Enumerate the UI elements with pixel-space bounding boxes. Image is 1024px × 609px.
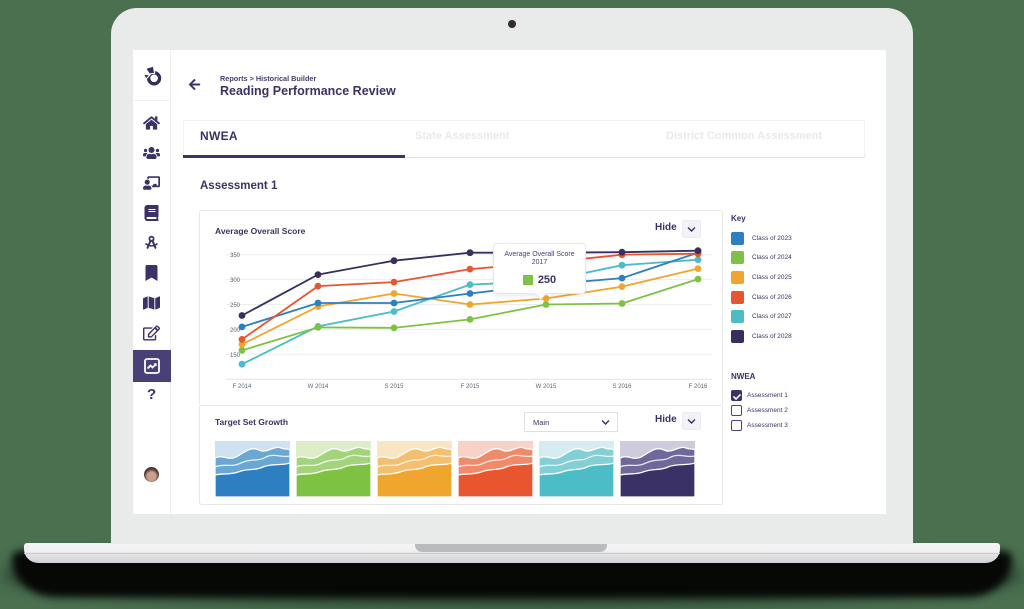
svg-text:W 2014: W 2014 (308, 384, 329, 390)
svg-text:200: 200 (230, 328, 241, 334)
svg-text:F 2016: F 2016 (689, 384, 708, 390)
svg-text:350: 350 (230, 253, 241, 259)
svg-text:150: 150 (230, 353, 241, 359)
svg-text:S 2015: S 2015 (384, 384, 404, 390)
svg-text:S 2016: S 2016 (612, 384, 632, 390)
svg-text:F 2014: F 2014 (233, 384, 252, 390)
svg-text:F 2015: F 2015 (461, 384, 480, 390)
svg-text:W 2015: W 2015 (536, 384, 557, 390)
svg-text:300: 300 (230, 278, 241, 284)
svg-text:250: 250 (230, 303, 241, 309)
